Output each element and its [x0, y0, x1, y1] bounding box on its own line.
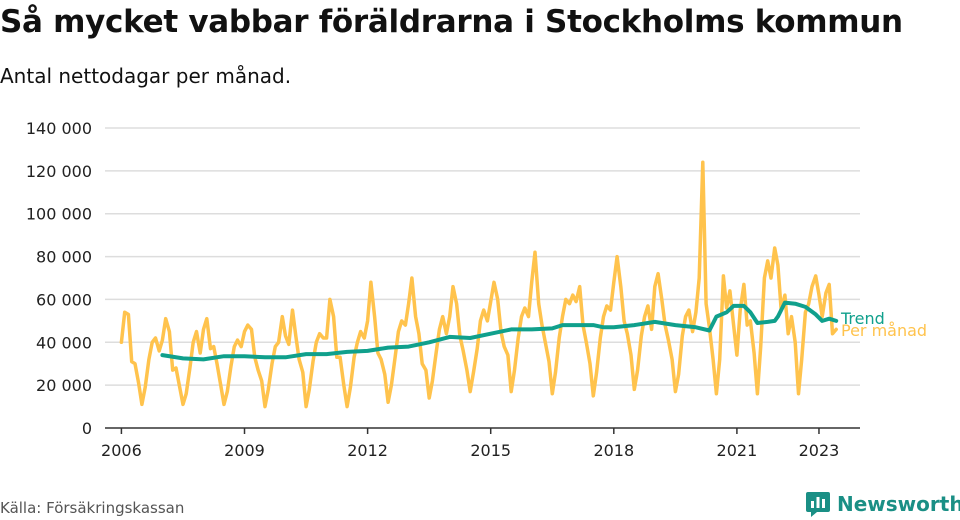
chart-title: Så mycket vabbar föräldrarna i Stockholm…: [0, 4, 903, 40]
x-tick-label: 2009: [224, 441, 265, 460]
y-axis-ticks: 0 20 000 40 000 60 000 80 000 100 000 120 000 1…: [26, 119, 92, 438]
series-label-trend: Trend: [840, 309, 885, 328]
x-tick-label: 2012: [347, 441, 388, 460]
series-group: [119, 160, 839, 409]
x-axis: 2006 2009 2012 2015 2018 2021 2023: [101, 427, 860, 460]
y-tick-label: 20 000: [36, 376, 92, 395]
x-tick-label: 2006: [101, 441, 142, 460]
x-tick-label: 2015: [470, 441, 511, 460]
newsworthy-logo-icon: [806, 492, 830, 517]
series-line-trend: [160, 300, 839, 362]
y-tick-label: 40 000: [36, 333, 92, 352]
x-tick-label: 2018: [593, 441, 634, 460]
x-tick-label: 2023: [799, 441, 840, 460]
x-tick-label: 2021: [717, 441, 758, 460]
series-label-monthly: Per månad: [841, 321, 927, 340]
y-tick-label: 100 000: [26, 205, 92, 224]
series-line-monthly: [119, 160, 838, 409]
y-tick-label: 140 000: [26, 119, 92, 138]
source-note: Källa: Försäkringskassan: [0, 499, 185, 517]
brand-name: Newsworthy: [837, 492, 960, 516]
y-tick-label: 80 000: [36, 248, 92, 267]
chart-subtitle: Antal nettodagar per månad.: [0, 64, 292, 88]
y-tick-label: 120 000: [26, 162, 92, 181]
y-tick-label: 60 000: [36, 290, 92, 309]
y-tick-label: 0: [82, 419, 92, 438]
brand-logo: Newsworthy: [805, 489, 960, 519]
gridlines: [105, 127, 860, 386]
